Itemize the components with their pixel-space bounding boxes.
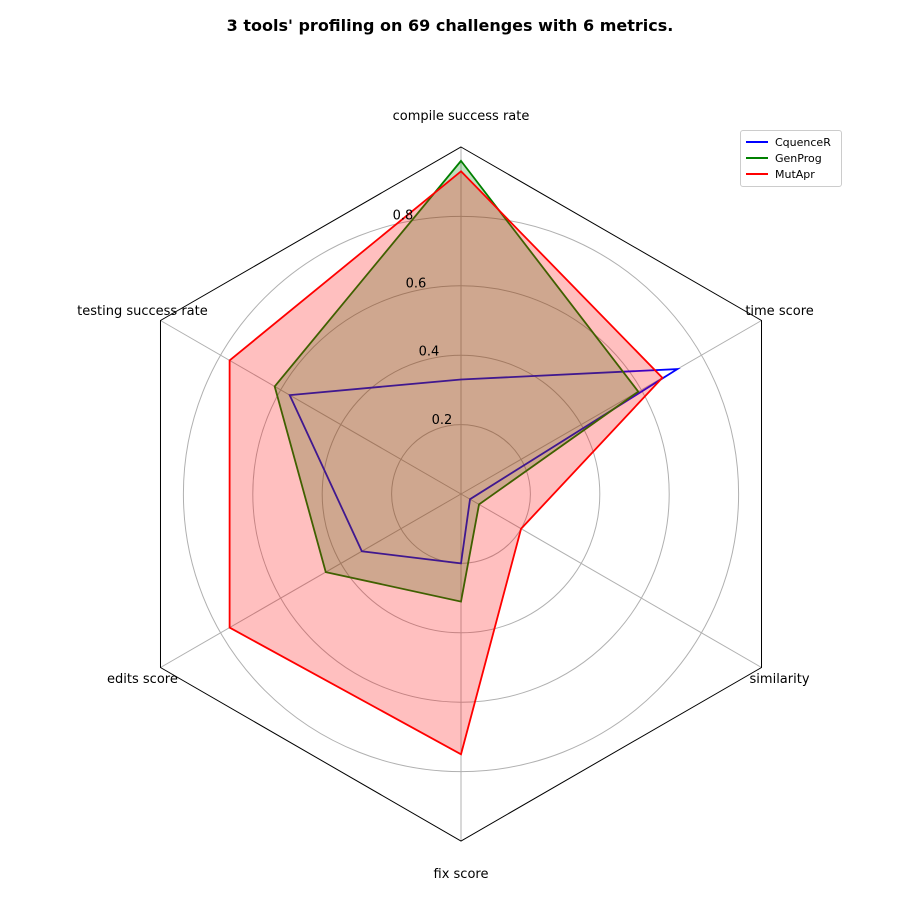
series-line-mutapr (228, 170, 664, 756)
axis-label: similarity (750, 672, 810, 687)
radial-tick-label: 0.8 (393, 208, 414, 223)
radial-tick-label: 0.6 (406, 276, 427, 291)
axis-labels: 0.2 0.4 0.6 0.8 compile success rate time sco… (77, 109, 814, 882)
hexagon-frame (159, 146, 763, 842)
legend-label: GenProg (775, 151, 822, 165)
axis-label: edits score (107, 672, 178, 687)
axis-spoke (160, 493, 462, 668)
radial-tick-label: 0.4 (419, 345, 440, 360)
series-line-genprog (273, 159, 640, 603)
legend-label: MutApr (775, 167, 815, 181)
series-fill-genprog (274, 160, 639, 602)
legend-label: CquenceR (775, 135, 831, 149)
axis-spoke (460, 320, 762, 495)
legend-item: CquenceR (741, 134, 841, 150)
legend-swatch (746, 157, 768, 159)
frame-polygon (159, 146, 763, 842)
radial-grid (160, 147, 762, 841)
axis-spoke (160, 320, 462, 495)
series-line-cquencer (288, 368, 681, 565)
chart-title: 3 tools' profiling on 69 challenges with… (226, 16, 674, 35)
radial-tick-label: 0.2 (432, 413, 453, 428)
series-layer (228, 159, 681, 756)
series-fill-mutapr (229, 171, 663, 755)
legend-swatch (746, 141, 768, 143)
legend: CquenceR GenProg MutApr (740, 130, 842, 187)
axis-label: testing success rate (77, 304, 208, 319)
axis-label: compile success rate (393, 109, 530, 124)
axis-spoke (460, 493, 762, 668)
legend-item: MutApr (741, 166, 841, 182)
axis-label: fix score (434, 867, 489, 882)
legend-item: GenProg (741, 150, 841, 166)
axis-label: time score (745, 304, 813, 319)
legend-swatch (746, 173, 768, 175)
